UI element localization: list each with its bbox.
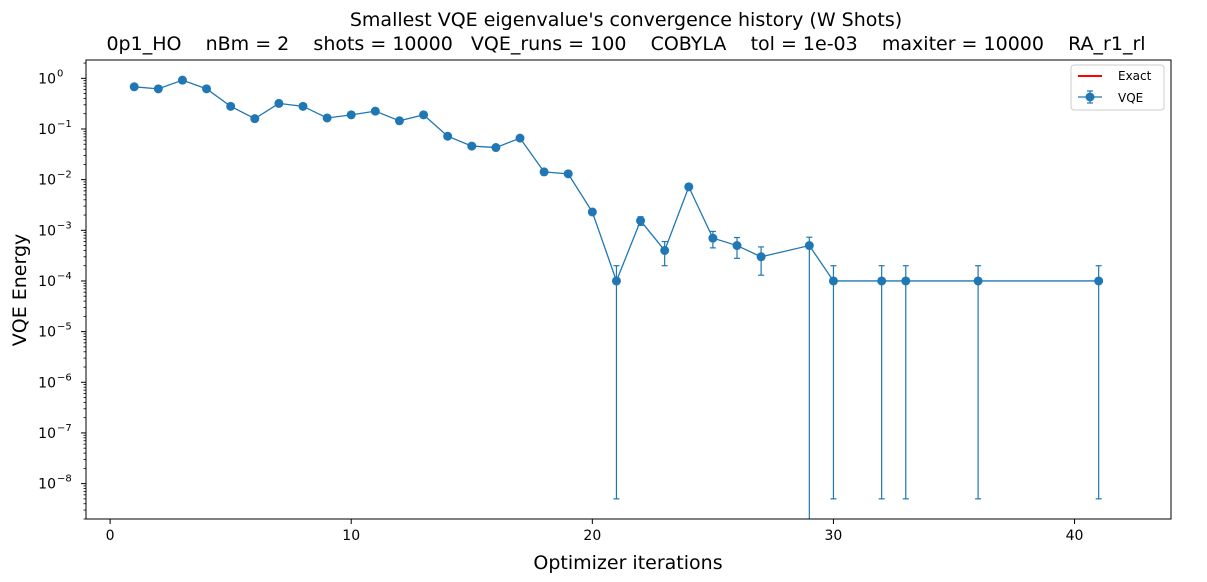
y-tick-label: 10 — [38, 477, 56, 493]
x-tick-label: 30 — [825, 528, 843, 544]
vqe-point — [274, 98, 284, 108]
vqe-point — [563, 169, 573, 179]
plot-frame — [85, 59, 1172, 520]
vqe-point — [394, 116, 404, 126]
vqe-point — [419, 110, 429, 120]
x-axis-label: Optimizer iterations — [533, 552, 722, 574]
y-tick-exponent: 0 — [57, 68, 63, 79]
legend-exact-label: Exact — [1118, 69, 1152, 83]
legend-vqe-symbol — [1078, 90, 1102, 104]
vqe-point — [828, 276, 838, 286]
vqe-point — [684, 182, 694, 192]
vqe-point — [202, 84, 212, 94]
vqe-point — [491, 143, 501, 153]
legend-vqe-marker — [1085, 92, 1095, 102]
y-tick-exponent: −1 — [57, 119, 72, 130]
y-tick-exponent: −8 — [57, 474, 72, 485]
x-tick-label: 20 — [583, 528, 601, 544]
vqe-point — [346, 110, 356, 120]
y-tick-exponent: −7 — [57, 423, 72, 434]
vqe-point — [636, 216, 646, 226]
x-tick-label: 10 — [342, 528, 360, 544]
vqe-point — [756, 252, 766, 262]
vqe-point — [660, 245, 670, 255]
y-tick-label: 10 — [38, 122, 56, 138]
vqe-point — [322, 113, 332, 123]
plot-area — [129, 75, 1104, 519]
vqe-point — [901, 276, 911, 286]
vqe-point — [370, 106, 380, 116]
vqe-point — [1094, 276, 1104, 286]
y-tick-label: 10 — [38, 223, 56, 239]
x-axis: 0 10 20 30 40 — [106, 519, 1084, 544]
vqe-point — [250, 114, 260, 124]
vqe-point — [539, 167, 549, 177]
vqe-point — [587, 207, 597, 217]
y-tick-exponent: −3 — [57, 220, 72, 231]
vqe-point — [443, 131, 453, 141]
vqe-point — [804, 241, 814, 251]
vqe-point — [877, 276, 887, 286]
vqe-point — [129, 82, 139, 92]
vqe-point — [515, 133, 525, 143]
y-tick-exponent: −5 — [57, 322, 72, 333]
y-tick-label: 10 — [38, 71, 56, 87]
x-tick-label: 0 — [106, 528, 115, 544]
y-tick-exponent: −6 — [57, 372, 72, 383]
y-tick-label: 10 — [38, 274, 56, 290]
y-tick-label: 10 — [38, 426, 56, 442]
vqe-point — [973, 276, 983, 286]
vqe-series-line — [134, 79, 1099, 283]
legend: Exact VQE — [1070, 64, 1165, 111]
vqe-point — [177, 75, 187, 85]
vqe-point — [708, 233, 718, 243]
vqe-point — [611, 276, 621, 286]
vqe-point — [153, 84, 163, 94]
chart-subtitle: 0p1_HO nBm = 2 shots = 10000 VQE_runs = … — [106, 33, 1145, 55]
y-tick-exponent: −4 — [57, 271, 72, 282]
vqe-point — [732, 241, 742, 251]
vqe-point — [298, 101, 308, 111]
y-tick-label: 10 — [38, 375, 56, 391]
vqe-point — [467, 141, 477, 151]
y-axis-label: VQE Energy — [9, 234, 31, 347]
chart-title: Smallest VQE eigenvalue's convergence hi… — [350, 9, 902, 31]
y-tick-label: 10 — [38, 173, 56, 189]
vqe-point — [226, 101, 236, 111]
x-tick-label: 40 — [1066, 528, 1084, 544]
legend-vqe-label: VQE — [1118, 91, 1143, 105]
y-tick-label: 10 — [38, 325, 56, 341]
y-tick-exponent: −2 — [57, 170, 72, 181]
